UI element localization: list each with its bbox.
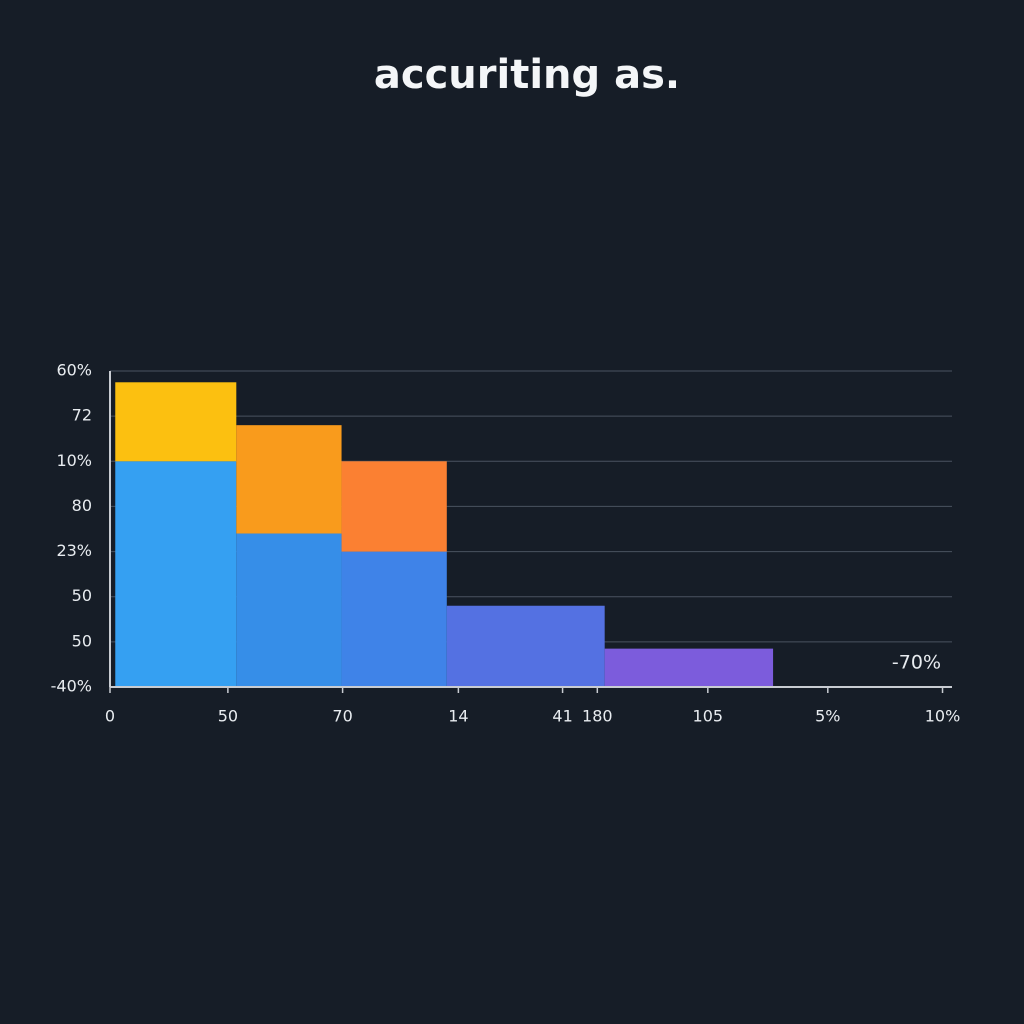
y-tick-label: 10% (56, 451, 92, 470)
y-tick-label: 80 (72, 496, 92, 515)
bar-segment (341, 461, 447, 552)
bar-segment (115, 382, 237, 462)
bar-segment (236, 533, 342, 687)
y-tick-label: 72 (72, 406, 92, 425)
x-tick-label: 5% (815, 707, 840, 726)
x-tick-label: 10% (925, 707, 961, 726)
y-tick-label: 23% (56, 541, 92, 560)
bar-segment (604, 648, 774, 687)
bar-segment (236, 425, 342, 534)
x-tick-label: 105 (693, 707, 724, 726)
annotation: -70% (892, 652, 941, 674)
x-tick-label: 41 (552, 707, 572, 726)
x-tick-label: 70 (332, 707, 352, 726)
y-tick-label: -40% (51, 677, 92, 696)
x-tick-label: 50 (218, 707, 238, 726)
bar-segment (115, 461, 237, 687)
chart-title: accuriting as. (374, 52, 680, 98)
x-tick-label: 14 (448, 707, 468, 726)
y-tick-label: 50 (72, 631, 92, 650)
x-tick-label: 0 (105, 707, 115, 726)
x-tick-label: 180 (582, 707, 613, 726)
y-tick-label: 60% (56, 361, 92, 380)
bar-segment (446, 605, 605, 687)
bar-segment (341, 551, 447, 687)
y-tick-label: 50 (72, 586, 92, 605)
